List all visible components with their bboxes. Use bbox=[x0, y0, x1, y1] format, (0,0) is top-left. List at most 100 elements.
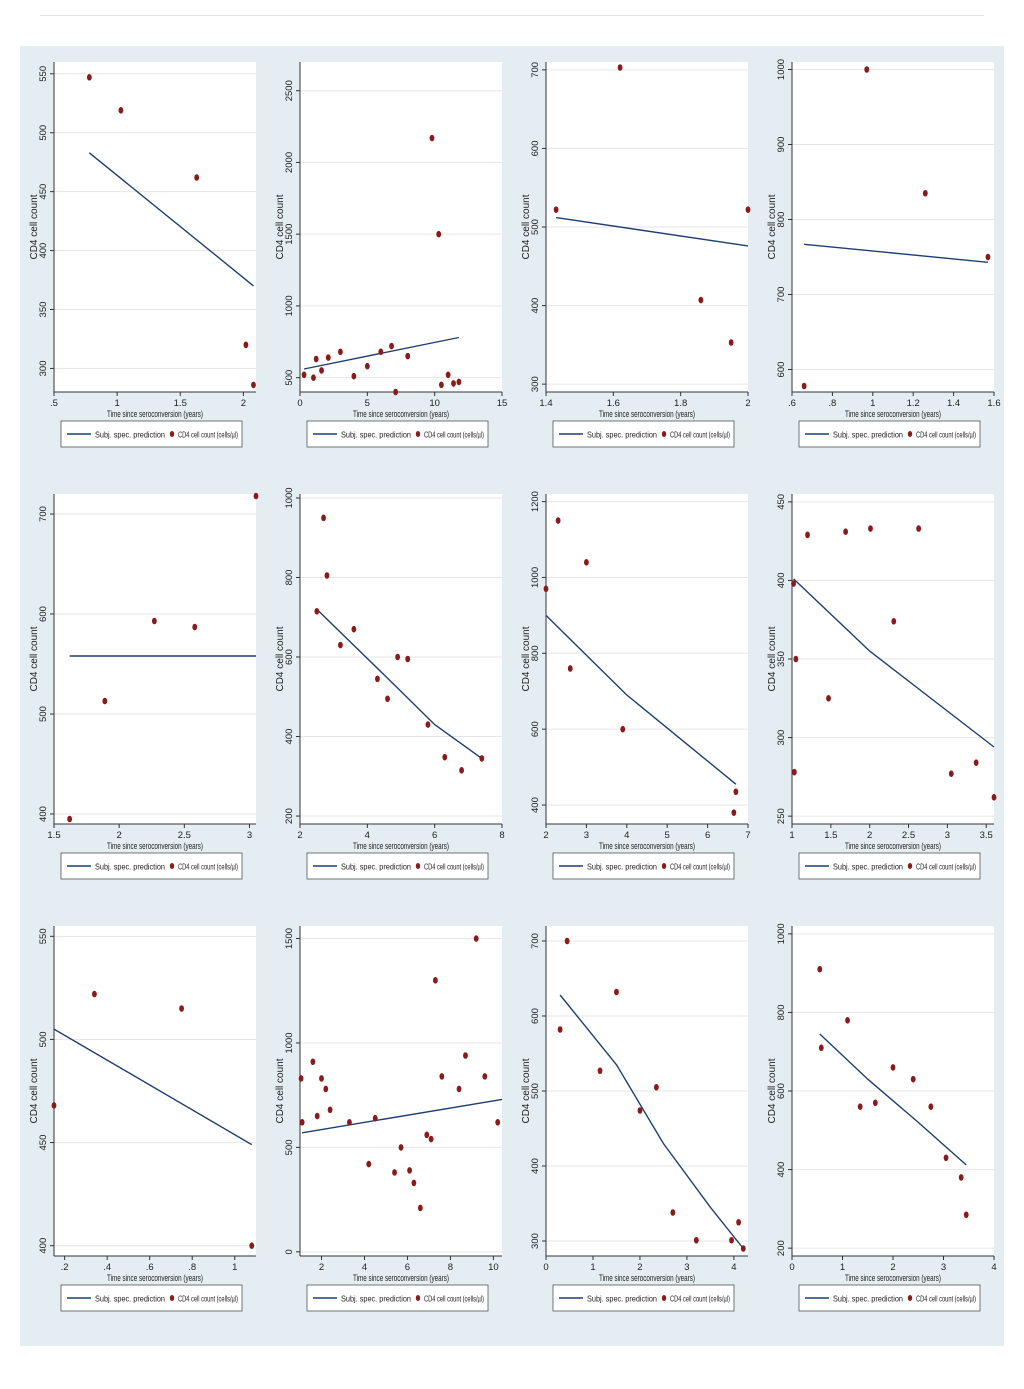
y-tick-label: 500 bbox=[38, 706, 49, 722]
x-tick-label: 2.5 bbox=[902, 830, 915, 841]
chart-panel-2: 500 1000 1500 2000 2500 0 5 10 15 Time since sero… bbox=[270, 52, 510, 482]
y-axis-label: CD4 cell count bbox=[275, 194, 286, 259]
x-axis-label: Time since seroconversion (years) bbox=[107, 409, 203, 419]
x-tick-label: 5 bbox=[365, 398, 370, 409]
y-axis-label: CD4 cell count bbox=[767, 1058, 778, 1123]
y-tick-label: 600 bbox=[776, 362, 787, 378]
data-point bbox=[347, 1119, 352, 1126]
x-tick-label: .4 bbox=[103, 1262, 111, 1273]
data-point bbox=[314, 1112, 320, 1120]
plot-area bbox=[54, 494, 256, 824]
data-point bbox=[375, 675, 380, 683]
y-tick-label: 0 bbox=[284, 1249, 295, 1254]
data-point bbox=[459, 767, 464, 774]
data-point bbox=[620, 725, 626, 733]
x-tick-label: 2 bbox=[543, 830, 548, 841]
x-axis-label: Time since seroconversion (years) bbox=[599, 841, 695, 851]
data-point bbox=[118, 107, 124, 114]
data-point bbox=[557, 1026, 563, 1033]
y-tick-label: 450 bbox=[38, 184, 49, 200]
y-tick-label: 600 bbox=[530, 721, 541, 737]
x-tick-label: 4 bbox=[365, 830, 370, 841]
chart-panel-8: 250 300 350 400 450 1 1.5 2 2.5 3 3.5 Time since se… bbox=[762, 484, 1002, 914]
y-tick-label: 900 bbox=[776, 137, 787, 153]
data-point bbox=[985, 253, 991, 261]
chart-svg: 300 350 400 450 500 550 .5 1 1.5 2 Time since sero… bbox=[29, 62, 256, 448]
y-axis-label: CD4 cell count bbox=[521, 626, 532, 691]
x-tick-label: 6 bbox=[705, 830, 710, 841]
data-point bbox=[479, 755, 485, 762]
y-tick-label: 300 bbox=[776, 730, 787, 746]
data-point bbox=[817, 965, 823, 973]
data-point bbox=[543, 585, 549, 593]
data-point bbox=[429, 134, 435, 142]
x-tick-label: 1.8 bbox=[674, 398, 687, 409]
data-point bbox=[948, 770, 954, 778]
chart-panel-6: 200 400 600 800 1000 2 4 6 8 Time since seroconve… bbox=[270, 484, 510, 914]
data-point bbox=[310, 1058, 316, 1066]
chart-svg: 500 1000 1500 2000 2500 0 5 10 15 Time since sero… bbox=[275, 62, 507, 448]
x-tick-label: 1.4 bbox=[539, 398, 552, 409]
y-tick-label: 200 bbox=[284, 808, 295, 824]
legend-marker-label: CD4 cell count (cells/µl) bbox=[178, 430, 238, 440]
data-point bbox=[564, 937, 570, 945]
y-tick-label: 500 bbox=[38, 1032, 49, 1048]
legend-marker-label: CD4 cell count (cells/µl) bbox=[178, 862, 238, 872]
y-tick-label: 500 bbox=[530, 219, 541, 235]
legend-box bbox=[552, 852, 735, 880]
data-point bbox=[653, 1083, 659, 1091]
x-tick-label: 2 bbox=[867, 830, 872, 841]
prediction-line bbox=[793, 578, 995, 748]
data-point bbox=[963, 1211, 969, 1219]
x-tick-label: 2.5 bbox=[178, 830, 191, 841]
x-tick-label: 2 bbox=[890, 1262, 895, 1273]
data-point bbox=[392, 1169, 397, 1176]
x-tick-label: 4 bbox=[362, 1262, 367, 1273]
data-point bbox=[958, 1174, 964, 1181]
prediction-line bbox=[316, 608, 483, 759]
y-tick-label: 1000 bbox=[776, 923, 787, 944]
data-point bbox=[864, 66, 870, 73]
prediction-line bbox=[545, 614, 737, 785]
data-point bbox=[319, 1075, 324, 1082]
data-point bbox=[417, 1204, 423, 1212]
y-tick-label: 450 bbox=[776, 494, 787, 510]
legend-marker-swatch bbox=[415, 431, 421, 437]
data-point bbox=[818, 1044, 824, 1052]
x-tick-label: 1.5 bbox=[824, 830, 837, 841]
data-point bbox=[364, 362, 370, 370]
top-rule bbox=[40, 15, 984, 16]
chart-panel-5: 400 500 600 700 1.5 2 2.5 3 Time since seroconve… bbox=[24, 484, 264, 914]
data-point bbox=[868, 525, 873, 532]
y-axis-label: CD4 cell count bbox=[521, 194, 532, 259]
data-point bbox=[424, 1131, 430, 1139]
data-point bbox=[736, 1218, 742, 1226]
y-tick-label: 800 bbox=[776, 212, 787, 228]
y-tick-label: 600 bbox=[530, 1008, 541, 1024]
y-tick-label: 500 bbox=[284, 1139, 295, 1155]
data-point bbox=[439, 1073, 445, 1080]
data-point bbox=[805, 531, 810, 539]
data-point bbox=[463, 1052, 468, 1059]
data-point bbox=[436, 230, 442, 238]
data-point bbox=[313, 355, 319, 363]
data-point bbox=[791, 768, 797, 776]
legend-marker-label: CD4 cell count (cells/µl) bbox=[178, 1294, 238, 1304]
legend-box bbox=[306, 420, 489, 448]
data-point bbox=[249, 1242, 255, 1249]
legend-marker-label: CD4 cell count (cells/µl) bbox=[424, 430, 484, 440]
data-point bbox=[555, 517, 561, 524]
legend-line-label: Subj. spec. prediction bbox=[341, 862, 411, 872]
chart-svg: 0 500 1000 1500 2 4 6 8 10 Time since seroconvers… bbox=[275, 926, 503, 1312]
x-tick-label: 2 bbox=[319, 1262, 324, 1273]
y-tick-label: 400 bbox=[38, 806, 49, 822]
legend-marker-swatch bbox=[169, 863, 175, 869]
y-tick-label: 1500 bbox=[284, 224, 295, 245]
y-tick-label: 400 bbox=[530, 1158, 541, 1174]
legend-marker-label: CD4 cell count (cells/µl) bbox=[670, 430, 730, 440]
data-point bbox=[192, 623, 198, 631]
data-point bbox=[324, 572, 330, 579]
y-tick-label: 400 bbox=[530, 797, 541, 813]
data-point bbox=[179, 1005, 184, 1012]
x-tick-label: 1.4 bbox=[947, 398, 960, 409]
